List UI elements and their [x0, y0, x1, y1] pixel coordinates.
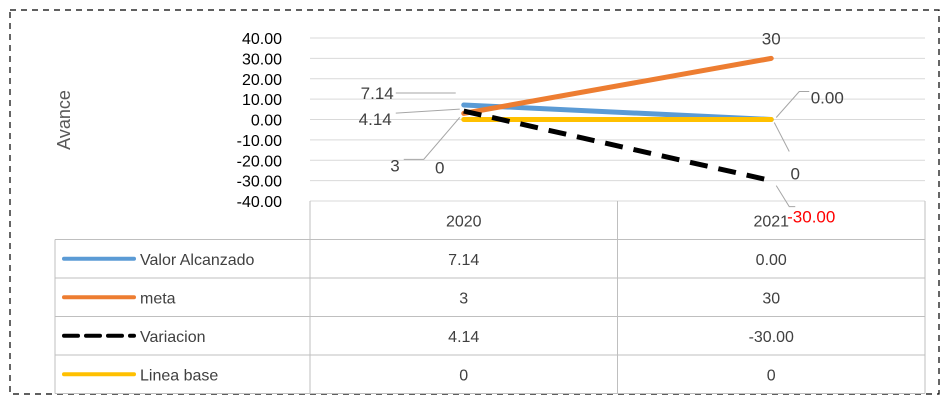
y-axis-label: Avance — [54, 90, 74, 150]
data-labels: 7.14 0.00 3 30 4.14 -30.00 0 0 — [359, 29, 844, 226]
data-label: 3 — [390, 156, 399, 175]
legend-entry: Variacion — [140, 329, 206, 346]
y-tick-label: -10.00 — [237, 133, 282, 150]
data-label: -30.00 — [787, 208, 835, 227]
table-cell: 30 — [762, 290, 780, 307]
leader-line — [395, 108, 460, 114]
leader-line — [773, 122, 790, 152]
data-label: 0.00 — [811, 89, 844, 108]
series-line-meta — [461, 55, 774, 116]
table-cell: 0 — [459, 367, 468, 384]
legend-entry: Valor Alcanzado — [140, 252, 255, 269]
label-leader-lines — [395, 91, 810, 208]
table-cell: 4.14 — [448, 329, 479, 346]
leader-line — [775, 91, 810, 118]
data-table: 2020 2021 Valor Alcanzado 7.14 0.00 meta 3 30 Va… — [54, 201, 926, 394]
y-tick-label: -40.00 — [237, 194, 282, 211]
table-cell: -30.00 — [749, 329, 794, 346]
data-label: 30 — [762, 29, 781, 48]
y-tick-label: -30.00 — [237, 174, 282, 191]
category-label-2020: 2020 — [446, 213, 482, 230]
y-tick-label: 10.00 — [242, 92, 282, 109]
y-tick-label: 20.00 — [242, 72, 282, 89]
data-label: 0 — [435, 159, 444, 178]
table-cell: 7.14 — [448, 252, 479, 269]
leader-line — [775, 185, 796, 208]
category-label-2021: 2021 — [753, 213, 789, 230]
series-lines — [461, 55, 774, 184]
data-label: 0 — [791, 165, 800, 184]
y-tick-label: 30.00 — [242, 51, 282, 68]
legend-entry: meta — [140, 290, 176, 307]
table-cell: 3 — [459, 290, 468, 307]
table-cell: 0 — [767, 367, 776, 384]
chart-border — [9, 9, 940, 395]
y-tick-label: 40.00 — [242, 31, 282, 48]
series-line-variacion — [463, 108, 772, 184]
data-label: 4.14 — [359, 110, 392, 129]
y-tick-label: -20.00 — [237, 153, 282, 170]
y-tick-label: 0.00 — [251, 113, 282, 130]
data-label: 7.14 — [361, 84, 394, 103]
table-cell: 0.00 — [756, 252, 787, 269]
leader-line — [403, 117, 461, 160]
y-axis-ticks: 40.00 30.00 20.00 10.00 0.00 -10.00 -20.00 -30.… — [237, 31, 282, 211]
legend-entry: Linea base — [140, 367, 218, 384]
